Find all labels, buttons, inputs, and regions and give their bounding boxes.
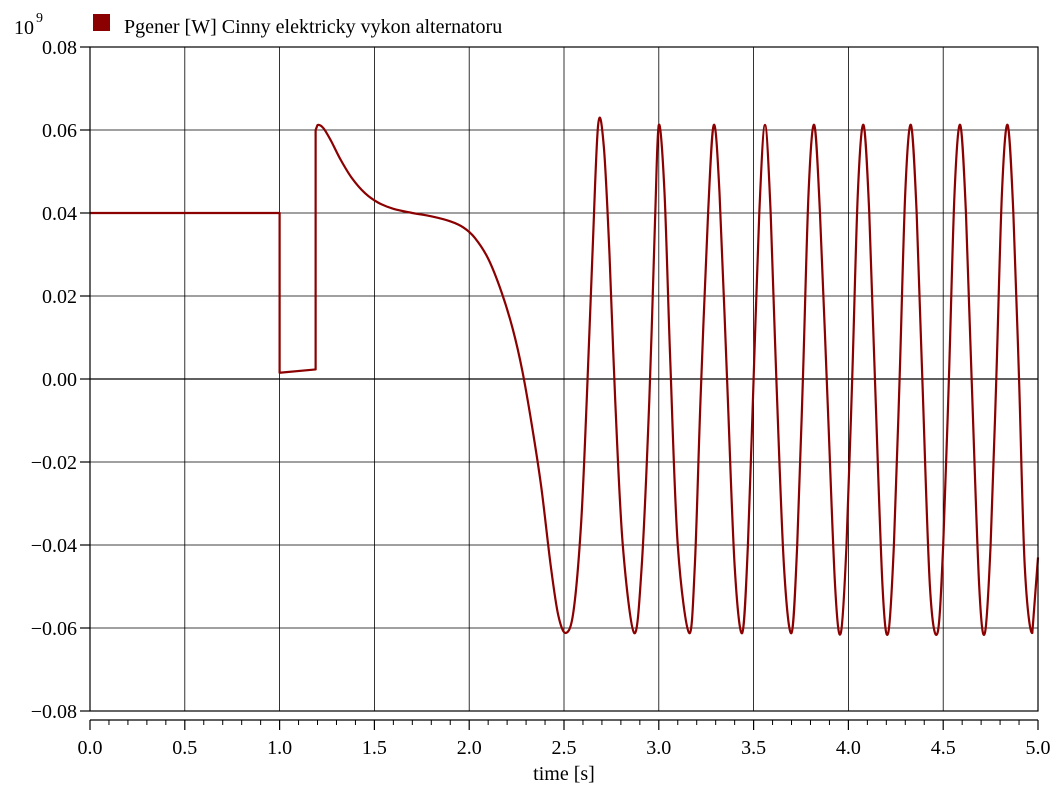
x-axis-label: time [s] (533, 763, 595, 785)
grid (90, 47, 1038, 711)
y-multiplier-base: 10 (14, 17, 34, 39)
x-tick-label: 4.0 (836, 737, 861, 759)
x-tick-label: 2.0 (457, 737, 482, 759)
plot-frame (89, 46, 1039, 712)
x-tick-label: 1.0 (267, 737, 292, 759)
y-tick-label: −0.04 (31, 535, 77, 557)
x-tick-label: 0.0 (78, 737, 103, 759)
legend-swatch (93, 14, 110, 31)
ticks: 0.0 0.5 1.0 1.5 2.0 2.5 3.0 3.5 4.0 4.5 5.0 −0.08 −0… (31, 37, 1051, 759)
x-tick-label: 0.5 (172, 737, 197, 759)
y-tick-label: 0.08 (42, 37, 77, 59)
y-multiplier-exponent: 9 (36, 11, 43, 26)
y-multiplier-label: 10 9 (14, 11, 43, 39)
legend-label: Pgener [W] Cinny elektricky vykon altern… (124, 16, 502, 38)
y-tick-label: −0.02 (31, 452, 77, 474)
y-tick-label: 0.02 (42, 286, 77, 308)
x-tick-label: 3.5 (741, 737, 766, 759)
x-tick-label: 1.5 (362, 737, 387, 759)
x-tick-label: 5.0 (1026, 737, 1051, 759)
y-tick-label: −0.06 (31, 618, 77, 640)
legend: Pgener [W] Cinny elektricky vykon altern… (93, 14, 502, 38)
y-tick-label: 0.04 (42, 203, 77, 225)
plot-area (90, 116, 1040, 636)
x-tick-label: 4.5 (931, 737, 956, 759)
y-tick-label: 0.00 (42, 369, 77, 391)
y-tick-label: −0.08 (31, 701, 77, 723)
x-tick-label: 3.0 (646, 737, 671, 759)
series-line (90, 116, 1040, 636)
y-tick-label: 0.06 (42, 120, 77, 142)
x-tick-label: 2.5 (552, 737, 577, 759)
